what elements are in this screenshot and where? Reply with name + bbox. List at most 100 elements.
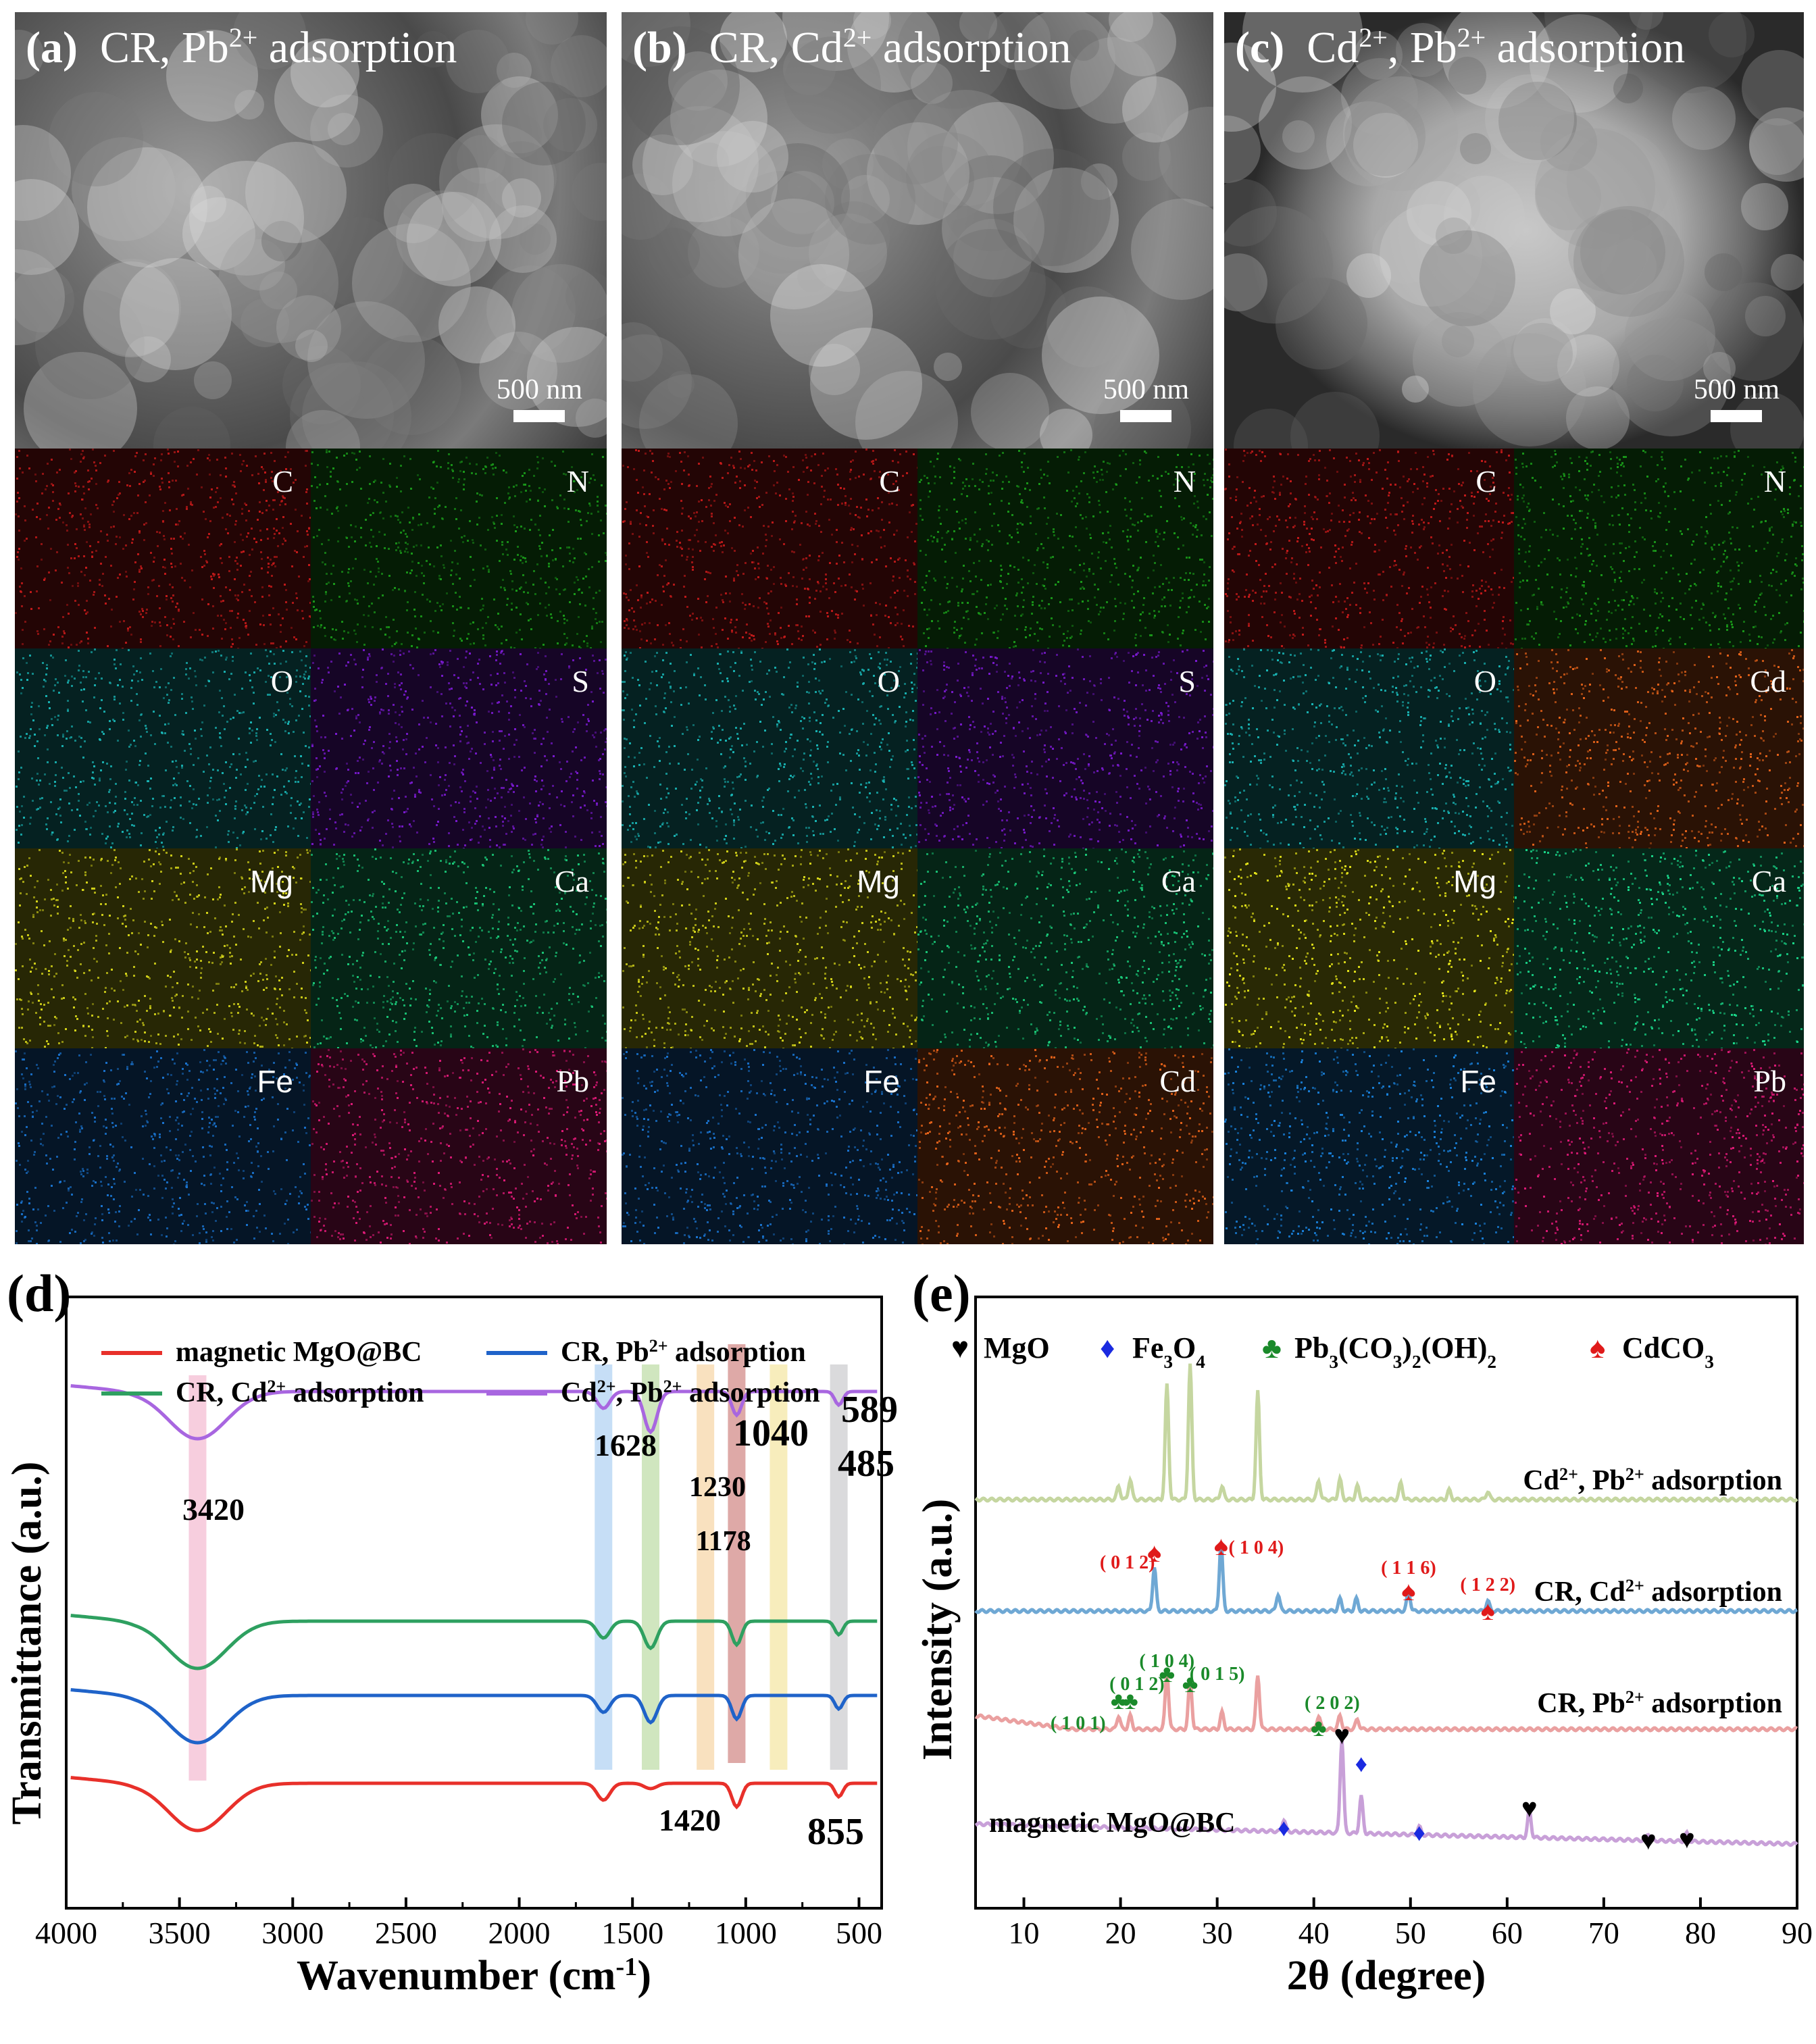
scale-bar: 500 nm	[1694, 374, 1780, 422]
eds-map-fe: Fe	[622, 1048, 917, 1244]
eds-map-mg: Mg	[622, 848, 917, 1048]
mgo-marker: ♥	[1679, 1824, 1695, 1854]
element-label: Ca	[554, 864, 589, 898]
pb-hkl: ( 0 1 2)	[1109, 1674, 1165, 1695]
pb-marker: ♣	[1182, 1670, 1199, 1697]
panel-title: (a) CR, Pb2+ adsorption	[26, 22, 457, 74]
sem-image: (c) Cd2+, Pb2+ adsorption 500 nm	[1224, 12, 1804, 449]
ftir-peak-label: 1420	[659, 1803, 721, 1837]
element-label: Ca	[1751, 864, 1786, 898]
eds-map-mg: Mg	[1224, 848, 1514, 1048]
eds-map-o: O	[15, 648, 311, 848]
element-label: N	[566, 464, 589, 499]
element-label: Fe	[1460, 1064, 1496, 1099]
xrd-xtick-label: 80	[1685, 1916, 1716, 1950]
cdco3-hkl: ( 1 0 4)	[1229, 1537, 1284, 1558]
ftir-xtick-label: 1000	[715, 1916, 777, 1950]
eds-map-fe: Fe	[15, 1048, 311, 1244]
xrd-xtick-label: 40	[1298, 1916, 1330, 1950]
mgo-marker: ♥	[1640, 1825, 1657, 1856]
eds-map-c: C	[1224, 449, 1514, 648]
ftir-chart: 4000 3500 3000 2500 2000 1500 1000 500 Wavenumbe…	[4, 1296, 898, 1999]
xrd-curve	[974, 1543, 1798, 1614]
eds-map-cd: Cd	[1514, 648, 1804, 848]
ftir-peak-label: 589	[841, 1389, 898, 1431]
ftir-curve	[70, 1384, 878, 1441]
mgo-marker: ♥	[1334, 1720, 1350, 1750]
xrd-curve	[974, 1363, 1798, 1503]
fe3o4-marker: ♦	[1355, 1750, 1367, 1777]
xrd-legend-label: CdCO3	[1622, 1331, 1714, 1372]
xrd-xtick-label: 50	[1395, 1916, 1426, 1950]
panel-label: (c)	[1235, 23, 1285, 72]
ftir-peak-label: 855	[807, 1811, 864, 1853]
element-label: O	[270, 664, 293, 698]
ftir-band	[188, 1375, 207, 1781]
panel-title-text: Cd	[1284, 23, 1359, 72]
ftir-band	[595, 1364, 613, 1770]
element-label: O	[1473, 664, 1496, 698]
title-tail: adsorption	[872, 23, 1071, 72]
xrd-legend-label: Pb3(CO3)2(OH)2	[1294, 1331, 1496, 1372]
xrd-legend-label: MgO	[984, 1331, 1050, 1364]
sem-image: (b) CR, Cd2+ adsorption 500 nm	[622, 12, 1213, 449]
ftir-xtick-label: 3500	[149, 1916, 211, 1950]
xrd-legend-symbol: ♣	[1262, 1331, 1282, 1364]
xrd-frame	[974, 1296, 1798, 1910]
xrd-curve	[974, 1739, 1798, 1847]
title-sup: 2+	[842, 22, 872, 53]
element-label: Cd	[1750, 664, 1786, 698]
pb-hkl: ( 2 0 2)	[1305, 1693, 1360, 1714]
pb-hkl: ( 1 0 1)	[1051, 1713, 1106, 1734]
cdco3-marker: ♠	[1214, 1531, 1228, 1561]
ftir-legend-label: CR, Pb2+ adsorption	[561, 1336, 806, 1369]
ftir-legend-label: Cd2+, Pb2+ adsorption	[561, 1377, 820, 1409]
cdco3-marker: ♠	[1147, 1537, 1161, 1568]
scale-bar-label: 500 nm	[1693, 374, 1780, 405]
ftir-peak-label: 1040	[733, 1412, 809, 1454]
xrd-xlabel: 2θ (degree)	[1287, 1953, 1486, 1999]
scale-bar: 500 nm	[497, 374, 582, 422]
fe3o4-marker: ♦	[1413, 1819, 1425, 1846]
ftir-band	[770, 1364, 788, 1770]
element-label: Pb	[556, 1064, 589, 1098]
cdco3-marker: ♠	[1401, 1576, 1415, 1606]
cdco3-hkl: ( 1 2 2)	[1460, 1575, 1515, 1595]
xrd-xtick-label: 30	[1202, 1916, 1233, 1950]
ftir-xtick-label: 500	[836, 1916, 882, 1950]
cdco3-hkl: ( 1 1 6)	[1381, 1558, 1436, 1579]
eds-map-cd: Cd	[917, 1048, 1213, 1244]
xrd-chart: 10 20 30 40 50 60 70 80 90 2θ (degree) Intensity (…	[915, 1296, 1813, 1999]
xrd-xtick-label: 20	[1105, 1916, 1136, 1950]
ftir-ylabel: Transmittance (a.u.)	[4, 1462, 50, 1825]
title-sup2: 2+	[1457, 22, 1486, 53]
panel-c: (c) Cd2+, Pb2+ adsorption 500 nm C N O Cd Mg Ca…	[1224, 12, 1804, 1244]
scale-bar: 500 nm	[1103, 374, 1189, 422]
element-label: Mg	[1453, 864, 1496, 899]
xrd-curve-label: CR, Pb2+ adsorption	[1537, 1687, 1782, 1720]
ftir-xtick-label: 3000	[261, 1916, 324, 1950]
xrd-curve-label: Cd2+, Pb2+ adsorption	[1523, 1464, 1782, 1497]
panel-title-text: CR, Pb	[77, 23, 229, 72]
xrd-curve	[974, 1672, 1798, 1733]
eds-map-c: C	[622, 449, 917, 648]
element-label: Cd	[1159, 1064, 1196, 1098]
element-label: Fe	[863, 1064, 900, 1099]
element-label: C	[1476, 464, 1496, 499]
title-sup: 2+	[1359, 22, 1388, 53]
ftir-xtick-label: 2000	[488, 1916, 551, 1950]
xrd-legend-symbol: ♠	[1590, 1331, 1605, 1364]
eds-map-ca: Ca	[1514, 848, 1804, 1048]
pb-marker: ♣	[1311, 1714, 1327, 1741]
eds-map-o: O	[1224, 648, 1514, 848]
xrd-legend-symbol: ♥	[951, 1331, 969, 1364]
element-label: Ca	[1161, 864, 1196, 898]
eds-map-ca: Ca	[917, 848, 1213, 1048]
xrd-xtick-label: 90	[1782, 1916, 1813, 1950]
xrd-legend-symbol: ♦	[1100, 1331, 1115, 1364]
panel-label: (a)	[26, 23, 78, 72]
ftir-band	[697, 1364, 715, 1770]
element-label: Mg	[857, 864, 900, 899]
ftir-xtick-label: 4000	[35, 1916, 97, 1950]
eds-map-c: C	[15, 449, 311, 648]
